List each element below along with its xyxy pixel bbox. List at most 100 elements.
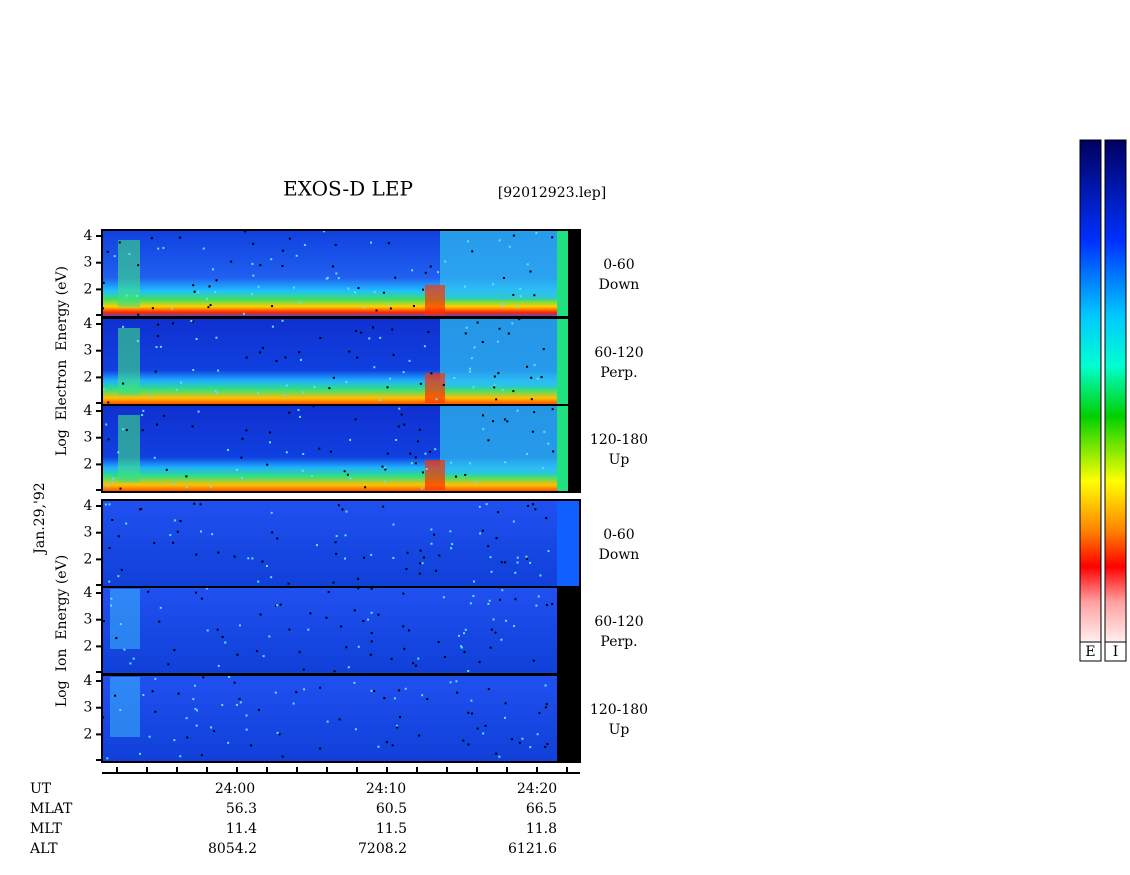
colorbar-label: I xyxy=(1113,644,1119,660)
noise xyxy=(383,697,386,700)
noise xyxy=(450,461,453,464)
direction: Down xyxy=(599,547,640,563)
noise xyxy=(424,271,427,274)
noise xyxy=(389,307,392,310)
noise xyxy=(538,711,541,714)
noise xyxy=(460,646,463,649)
noise xyxy=(489,556,492,559)
noise xyxy=(282,249,285,252)
noise xyxy=(482,428,485,431)
noise xyxy=(403,423,406,426)
noise xyxy=(115,637,118,640)
noise xyxy=(118,241,121,244)
noise xyxy=(391,744,394,747)
noise xyxy=(159,606,162,609)
noise xyxy=(551,236,554,239)
noise xyxy=(490,570,493,573)
noise xyxy=(270,576,273,579)
noise xyxy=(217,369,220,372)
strip xyxy=(568,230,580,317)
noise xyxy=(547,550,550,553)
colorbar-label-box xyxy=(1079,641,1102,662)
noise xyxy=(216,628,219,631)
noise xyxy=(257,708,260,711)
noise xyxy=(206,297,209,300)
noise xyxy=(283,394,286,397)
noise xyxy=(419,562,422,565)
noise xyxy=(194,591,197,594)
noise xyxy=(270,258,273,261)
noise xyxy=(190,319,193,322)
y-tick-label: 2 xyxy=(84,638,93,654)
noise xyxy=(519,287,522,290)
noise xyxy=(468,367,471,370)
noise xyxy=(387,303,390,306)
noise xyxy=(158,620,161,623)
noise xyxy=(463,632,466,635)
noise xyxy=(117,535,120,538)
noise xyxy=(467,670,470,673)
noise xyxy=(414,456,417,459)
noise xyxy=(547,442,550,445)
noise xyxy=(353,681,356,684)
noise xyxy=(472,594,475,597)
noise xyxy=(123,648,126,651)
noise xyxy=(268,441,271,444)
noise xyxy=(467,711,470,714)
noise xyxy=(535,604,538,607)
noise xyxy=(349,477,352,480)
noise xyxy=(141,414,144,417)
noise xyxy=(496,340,499,343)
noise xyxy=(325,277,328,280)
noise xyxy=(200,530,203,533)
noise xyxy=(464,285,467,288)
noise xyxy=(370,553,373,556)
noise xyxy=(224,641,227,644)
noise xyxy=(266,463,269,466)
noise xyxy=(247,557,250,560)
noise xyxy=(154,370,157,373)
noise xyxy=(117,451,120,454)
noise xyxy=(315,544,318,547)
y-tick-label: 3 xyxy=(84,343,93,359)
ephemeris-value: 56.3 xyxy=(226,801,257,817)
noise xyxy=(530,398,533,401)
noise xyxy=(525,555,528,558)
strip xyxy=(557,500,580,587)
noise xyxy=(332,581,335,584)
noise xyxy=(384,466,387,469)
noise xyxy=(108,503,111,506)
noise xyxy=(494,631,497,634)
y-tick-label: 3 xyxy=(84,255,93,271)
noise xyxy=(552,450,555,453)
noise xyxy=(210,726,213,729)
noise xyxy=(403,647,406,650)
noise xyxy=(551,603,554,606)
noise xyxy=(170,307,173,310)
noise xyxy=(348,350,351,353)
noise xyxy=(474,481,477,484)
noise xyxy=(252,242,255,245)
noise xyxy=(233,681,236,684)
noise xyxy=(104,503,107,506)
noise xyxy=(521,737,524,740)
noise xyxy=(106,250,109,253)
noise xyxy=(228,675,231,678)
noise xyxy=(347,287,350,290)
burst xyxy=(118,240,140,307)
noise xyxy=(513,625,516,628)
noise xyxy=(476,321,479,324)
noise xyxy=(207,306,210,309)
noise xyxy=(209,485,212,488)
noise xyxy=(526,263,529,266)
burst xyxy=(440,318,557,388)
noise xyxy=(427,330,430,333)
noise xyxy=(281,755,284,758)
noise xyxy=(236,468,239,471)
noise xyxy=(518,318,521,321)
noise xyxy=(334,243,337,246)
noise xyxy=(519,295,522,298)
noise xyxy=(489,646,492,649)
noise xyxy=(139,508,142,511)
noise xyxy=(335,552,338,555)
